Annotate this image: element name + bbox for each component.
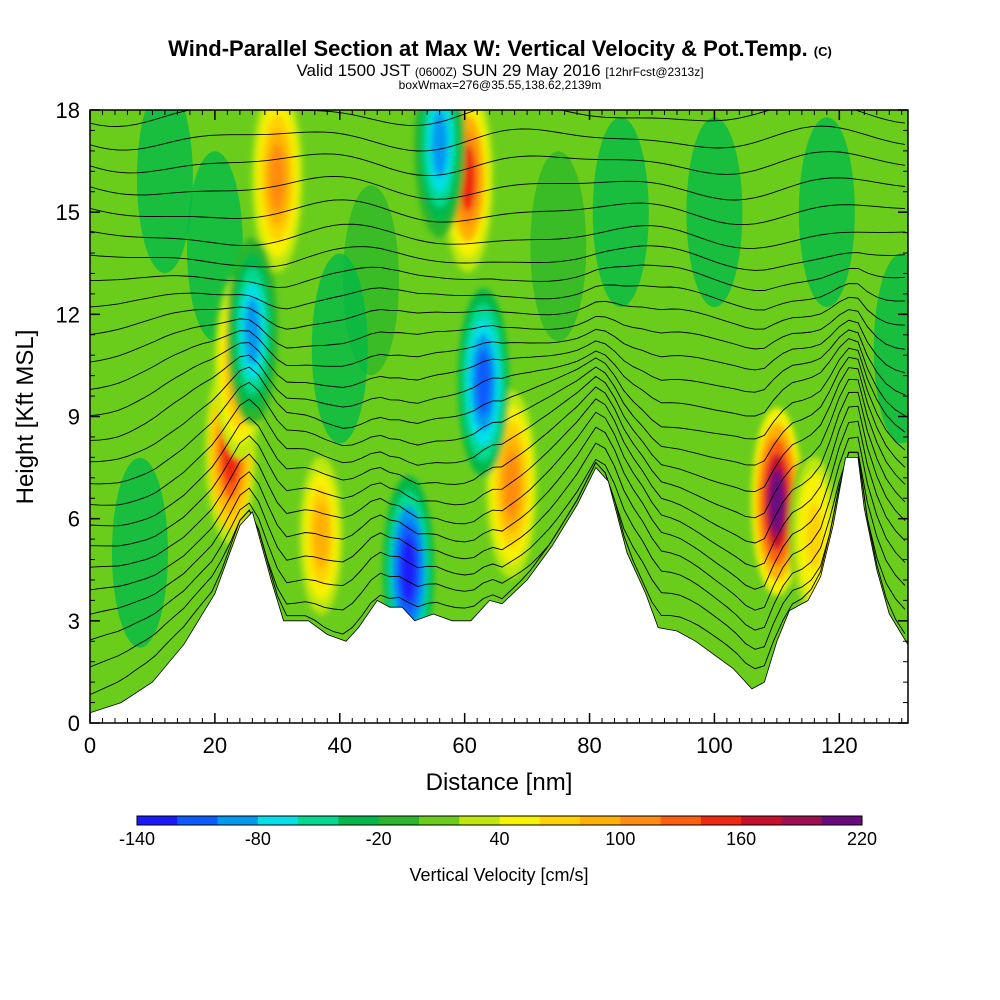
updraft-cell (269, 144, 286, 212)
y-tick-label: 9 (68, 405, 80, 430)
colorbar-swatch (418, 816, 460, 825)
downdraft-cell (400, 536, 417, 603)
downdraft-cell (431, 110, 448, 178)
isentrope-line (90, 347, 906, 463)
isentrope-line (90, 309, 905, 363)
velocity-band (111, 457, 168, 648)
velocity-band (686, 117, 743, 308)
terrain (90, 457, 908, 723)
y-tick-label: 12 (56, 302, 80, 327)
velocity-band (530, 151, 587, 342)
downdraft-cell (244, 298, 261, 365)
isentrope-line (90, 151, 905, 177)
colorbar-tick-label: 220 (847, 829, 877, 849)
colorbar-swatch (217, 816, 259, 825)
isentrope-line (90, 199, 905, 226)
colorbar-swatch (378, 816, 420, 825)
box-wmax-line: boxWmax=276@35.55,138.62,2139m (399, 78, 602, 92)
colorbar-swatch (821, 816, 863, 825)
x-tick-label: 100 (696, 733, 733, 758)
isentrope-line (90, 175, 905, 201)
isentrope-line (90, 405, 906, 568)
isentrope-line (90, 356, 906, 485)
y-axis: 0 3 6 9 12 15 18 (56, 98, 908, 736)
isentrope-line (90, 319, 906, 390)
velocity-cells (205, 110, 840, 664)
colorbar-tick-label: -140 (119, 829, 155, 849)
colorbar-swatch (580, 816, 621, 825)
updraft-cell (806, 502, 823, 569)
x-tick-label: 40 (328, 733, 352, 758)
isentrope-line (90, 436, 906, 615)
colorbar-swatch (539, 816, 581, 825)
isentrope-line (90, 420, 906, 591)
x-tick-label: 60 (452, 733, 476, 758)
y-tick-label: 18 (56, 98, 80, 123)
isentrope-line (90, 391, 906, 547)
y-axis-label: Height [Kft MSL] (12, 330, 39, 505)
x-tick-label: 0 (84, 733, 96, 758)
colorbar-tick-label: -20 (366, 829, 392, 849)
colorbar: -140 -80 -20 40 100 160 220 (119, 815, 877, 849)
colorbar-swatch (177, 816, 219, 825)
isentrope-line (90, 329, 906, 417)
velocity-band (136, 110, 193, 274)
x-tick-label: 80 (577, 733, 601, 758)
colorbar-swatch (298, 816, 339, 825)
downdraft-cell (475, 349, 492, 416)
isentrope-line (90, 367, 906, 506)
chart-title: Wind-Parallel Section at Max W: Vertical… (168, 36, 832, 61)
colorbar-swatch (257, 816, 299, 825)
colorbar-swatch (499, 816, 541, 825)
colorbar-swatch (700, 816, 742, 825)
x-axis: 0 20 40 60 80 100 120 (84, 110, 903, 758)
isentrope-line (90, 338, 906, 441)
colorbar-tick-label: 100 (605, 829, 635, 849)
colorbar-swatch (459, 816, 500, 825)
x-tick-label: 20 (203, 733, 227, 758)
colorbar-swatch (741, 816, 782, 825)
updraft-cell (769, 468, 785, 535)
colorbar-frame (136, 815, 863, 826)
isentrope-line (90, 264, 905, 291)
isentrope-line (90, 296, 905, 335)
colorbar-swatch (338, 816, 380, 825)
velocity-band (592, 117, 649, 308)
velocity-band (311, 253, 368, 444)
x-tick-label: 120 (821, 733, 858, 758)
y-tick-label: 3 (68, 609, 80, 634)
isentrope-line (90, 451, 906, 641)
y-tick-label: 0 (68, 711, 80, 736)
colorbar-swatch (137, 816, 178, 825)
colorbar-tick-label: 40 (489, 829, 509, 849)
colorbar-tick-label: 160 (726, 829, 756, 849)
colorbar-label: Vertical Velocity [cm/s] (409, 865, 588, 885)
isentrope-lines (90, 110, 906, 696)
x-axis-label: Distance [nm] (426, 769, 573, 796)
isentrope-line (90, 223, 905, 249)
isentrope-line (90, 245, 905, 271)
colorbar-swatch (620, 816, 662, 825)
isentrope-line (90, 451, 906, 668)
isentrope-line (90, 378, 906, 527)
y-tick-label: 6 (68, 507, 80, 532)
colorbar-tick-label: -80 (245, 829, 271, 849)
isentrope-line (90, 125, 905, 152)
velocity-band (798, 117, 855, 308)
isentrope-line (90, 283, 905, 311)
isentrope-line (90, 451, 906, 696)
colorbar-swatch (660, 816, 702, 825)
valid-time-line: Valid 1500 JST (0600Z) SUN 29 May 2016 [… (296, 61, 703, 80)
colorbar-swatch (781, 816, 823, 825)
y-tick-label: 15 (56, 200, 80, 225)
plot-area (90, 110, 908, 723)
